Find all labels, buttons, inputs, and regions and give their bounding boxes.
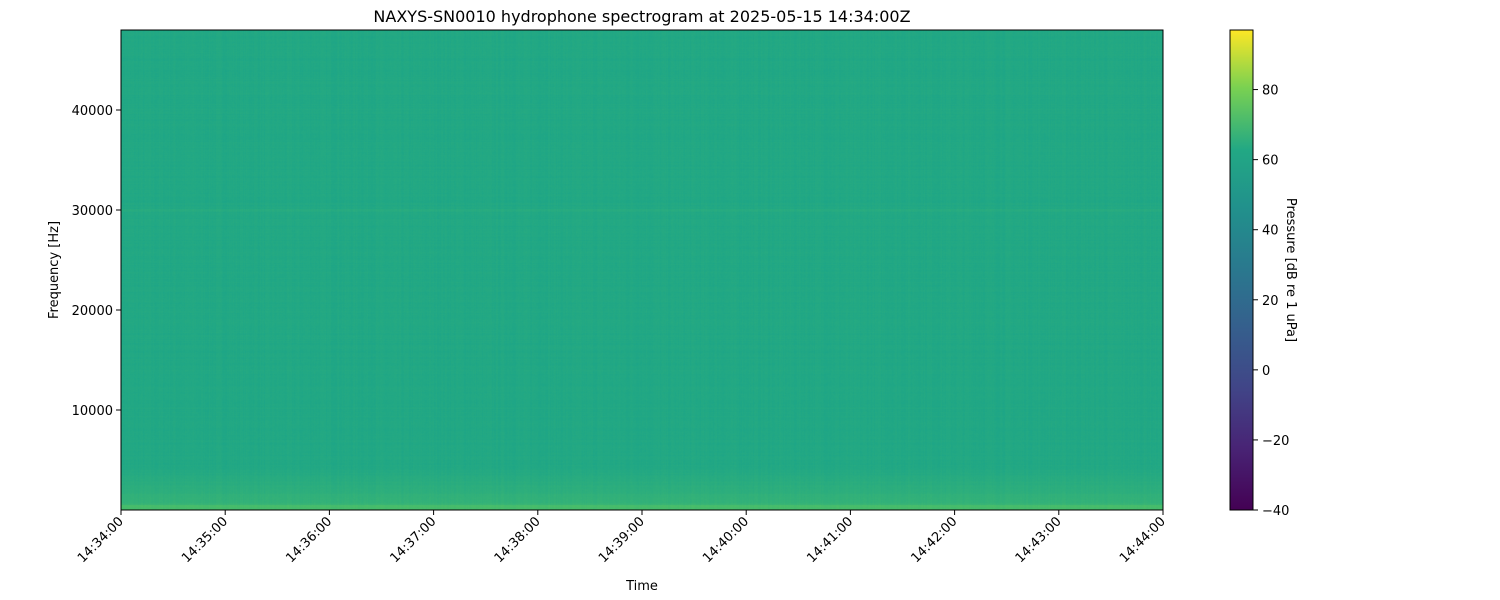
x-tick-label: 14:38:00 [492, 514, 544, 566]
x-tick-label: 14:42:00 [909, 514, 961, 566]
x-tick-label: 14:43:00 [1013, 514, 1065, 566]
y-tick-label: 40000 [72, 104, 113, 119]
colorbar-tick-label: 40 [1262, 224, 1279, 239]
x-tick-label: 14:40:00 [700, 514, 752, 566]
colorbar-tick-label: 20 [1262, 294, 1279, 309]
plot-frame [120, 29, 1164, 511]
colorbar [1229, 29, 1254, 511]
colorbar-tick-label: 60 [1262, 154, 1279, 169]
colorbar-tick-label: 0 [1262, 364, 1270, 379]
colorbar-axis: −40 −20 0 20 40 60 80 [1253, 84, 1289, 519]
y-tick-label: 30000 [72, 204, 113, 219]
y-axis-label: Frequency [Hz] [47, 221, 62, 319]
x-axis: 14:34:00 14:35:00 14:36:00 14:37:00 14:38:00… [75, 510, 1169, 566]
y-axis: 10000 20000 30000 40000 [72, 104, 121, 419]
colorbar-tick-label: −40 [1262, 504, 1289, 519]
y-tick-label: 10000 [72, 404, 113, 419]
colorbar-label: Pressure [dB re 1 uPa] [1283, 198, 1298, 342]
colorbar-tick-label: −20 [1262, 434, 1289, 449]
x-tick-label: 14:34:00 [75, 514, 127, 566]
x-tick-label: 14:36:00 [283, 514, 335, 566]
x-tick-label: 14:41:00 [804, 514, 856, 566]
x-tick-label: 14:37:00 [388, 514, 440, 566]
x-tick-label: 14:35:00 [179, 514, 231, 566]
y-tick-label: 20000 [72, 304, 113, 319]
x-tick-label: 14:39:00 [596, 514, 648, 566]
x-axis-label: Time [625, 579, 658, 594]
colorbar-tick-label: 80 [1262, 84, 1279, 99]
x-tick-label: 14:44:00 [1117, 514, 1169, 566]
spectrogram-image [121, 30, 1163, 510]
chart-title: NAXYS-SN0010 hydrophone spectrogram at 2… [373, 7, 910, 26]
